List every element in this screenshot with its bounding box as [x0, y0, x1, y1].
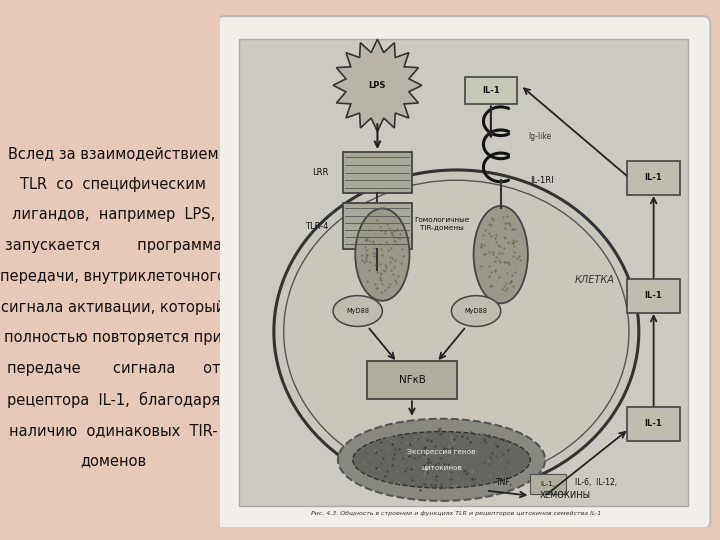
Text: LRR: LRR: [312, 168, 328, 177]
Text: ХЕМОКИНЫ: ХЕМОКИНЫ: [539, 491, 590, 500]
Text: MyD88: MyD88: [346, 308, 369, 314]
Text: IL-1: IL-1: [644, 291, 662, 300]
FancyBboxPatch shape: [366, 361, 457, 399]
Text: TLR-4: TLR-4: [305, 222, 328, 231]
Text: полностью повторяется при: полностью повторяется при: [4, 330, 222, 346]
Polygon shape: [333, 39, 422, 131]
Text: IL-6,  IL-12,: IL-6, IL-12,: [575, 478, 617, 488]
FancyBboxPatch shape: [465, 77, 516, 104]
Ellipse shape: [474, 206, 528, 303]
Text: LPS: LPS: [369, 81, 386, 90]
FancyBboxPatch shape: [239, 39, 688, 506]
Text: IL-1: IL-1: [644, 173, 662, 182]
Ellipse shape: [274, 170, 639, 493]
FancyBboxPatch shape: [217, 16, 711, 529]
Text: передачи, внутриклеточного: передачи, внутриклеточного: [1, 269, 226, 284]
FancyBboxPatch shape: [627, 161, 680, 194]
Text: IL-1RI: IL-1RI: [531, 176, 554, 185]
Text: Вслед за взаимодействием: Вслед за взаимодействием: [8, 146, 219, 161]
Text: IL-1,: IL-1,: [540, 481, 555, 487]
Text: рецептора  IL-1,  благодаря: рецептора IL-1, благодаря: [6, 392, 220, 408]
Text: IL-1: IL-1: [644, 420, 662, 428]
Text: запускается        программа: запускается программа: [5, 238, 222, 253]
Text: Экспрессия генов: Экспрессия генов: [408, 449, 476, 455]
FancyBboxPatch shape: [343, 152, 412, 193]
FancyBboxPatch shape: [627, 407, 680, 441]
Text: Рис. 4.3. Общность в строении и функциях TLR и рецепторов цитокинов семейства IL: Рис. 4.3. Общность в строении и функциях…: [311, 511, 601, 516]
Text: TLR  со  специфическим: TLR со специфическим: [20, 177, 207, 192]
Text: сигнала активации, который: сигнала активации, который: [1, 300, 225, 315]
Text: Ig-like: Ig-like: [528, 132, 551, 141]
Ellipse shape: [451, 295, 500, 326]
Text: IL-1: IL-1: [482, 86, 500, 95]
Text: доменов: доменов: [81, 454, 146, 469]
Text: Гомологичные
TIR-домены: Гомологичные TIR-домены: [414, 217, 469, 231]
FancyBboxPatch shape: [627, 279, 680, 313]
Ellipse shape: [338, 419, 545, 501]
FancyBboxPatch shape: [530, 475, 566, 494]
Text: цитокинов: цитокинов: [421, 464, 462, 470]
Ellipse shape: [355, 208, 410, 301]
Ellipse shape: [353, 431, 531, 488]
Text: TNF,: TNF,: [496, 478, 513, 488]
FancyBboxPatch shape: [343, 203, 412, 249]
Text: наличию  одинаковых  TIR-: наличию одинаковых TIR-: [9, 423, 217, 438]
Text: NFκB: NFκB: [398, 375, 426, 386]
Text: передаче       сигнала      от: передаче сигнала от: [6, 361, 220, 376]
Text: КЛЕТКА: КЛЕТКА: [575, 275, 614, 285]
Text: лигандов,  например  LPS,: лигандов, например LPS,: [12, 207, 215, 222]
Text: MyD88: MyD88: [464, 308, 487, 314]
Ellipse shape: [333, 295, 382, 326]
